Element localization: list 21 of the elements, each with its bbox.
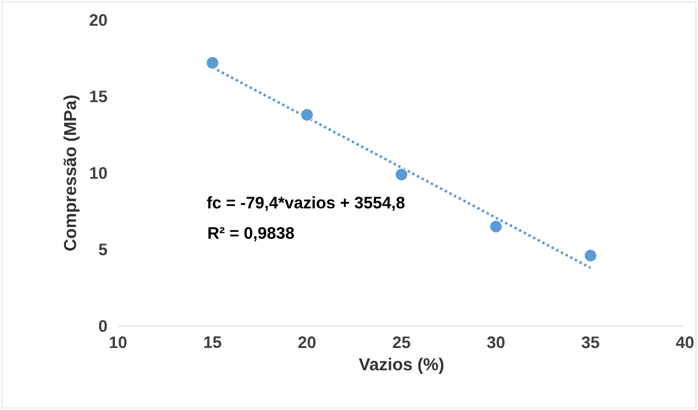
y-tick-label: 0 — [98, 320, 107, 332]
x-tick-label: 20 — [298, 336, 316, 348]
point — [584, 248, 598, 262]
annotation: R² = 0,9838 — [208, 227, 294, 242]
point — [206, 56, 220, 70]
y-tick-label: 15 — [90, 90, 108, 102]
x-tick-label: 40 — [676, 336, 694, 348]
x-axis-title: Vazios (%) — [358, 358, 444, 374]
annotation: fc = -79,4*vazios + 3554,8 — [206, 196, 405, 211]
x-tick-label: 25 — [392, 336, 410, 348]
y-tick-label: 5 — [98, 244, 108, 256]
x-tick-label: 15 — [204, 336, 222, 348]
point — [300, 108, 314, 122]
x-tick-label: 30 — [487, 336, 505, 348]
y-tick-label: 20 — [90, 14, 107, 26]
x-tick-label: 10 — [110, 336, 127, 348]
x-tick-label: 35 — [582, 336, 600, 348]
y-tick-label: 10 — [90, 167, 107, 179]
y-axis-title: Compressão (MPa) — [63, 96, 80, 251]
point — [394, 168, 408, 182]
point — [489, 220, 503, 234]
